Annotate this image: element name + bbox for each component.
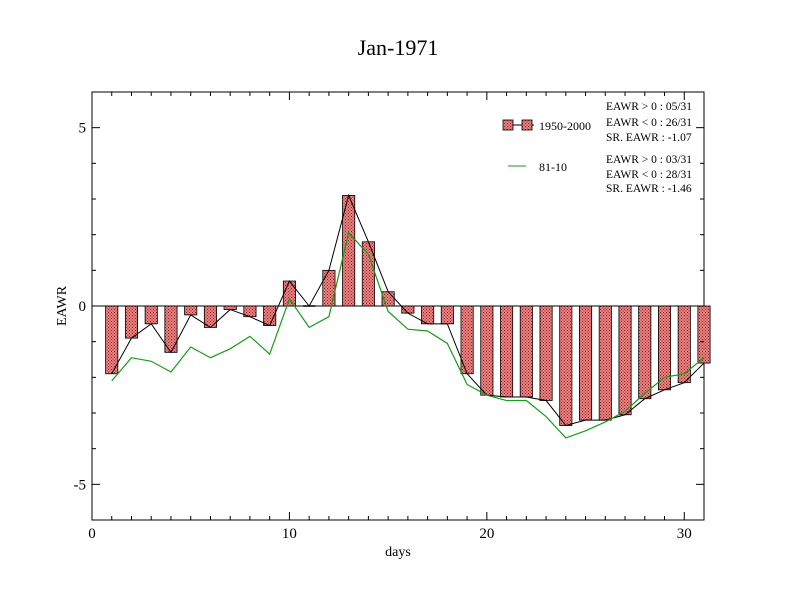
legend: 1950-2000 81-10 EAWR > 0 : 05/31 EAWR < … (502, 101, 692, 195)
stat-1950-2000-negative: EAWR < 0 : 26/31 (606, 117, 692, 129)
bar-day-5 (184, 305, 198, 316)
bar-day-20 (480, 305, 494, 396)
bar-day-1 (105, 305, 119, 375)
stat-81-10-positive: EAWR > 0 : 03/31 (606, 154, 692, 166)
bar-day-25 (579, 305, 593, 421)
x-axis-ticks: 0 10 20 30 (88, 92, 705, 542)
bar-day-30 (677, 305, 691, 384)
x-tick-label-20: 20 (479, 526, 494, 542)
x-tick-label-30: 30 (677, 526, 692, 542)
legend-bar-swatch-left (502, 119, 514, 131)
legend-label-1950-2000: 1950-2000 (539, 119, 591, 133)
bar-day-24 (559, 305, 573, 426)
bar-day-21 (500, 305, 514, 398)
y-tick-label--5: -5 (74, 477, 87, 493)
bar-day-10 (282, 280, 296, 307)
bar-day-18 (440, 305, 454, 325)
legend-bar-swatch-right (521, 119, 533, 131)
line-81-10-polyline (111, 231, 705, 439)
bar-day-7 (223, 305, 237, 310)
bar-day-16 (401, 305, 415, 314)
bar-day-22 (519, 305, 533, 398)
bar-day-23 (539, 305, 553, 401)
x-axis-label: days (385, 545, 411, 560)
bar-day-27 (618, 305, 632, 416)
bar-series-1950-2000 (105, 195, 711, 426)
line-series-81-10 (111, 231, 705, 439)
x-tick-label-10: 10 (282, 526, 297, 542)
bar-outline-polyline (111, 193, 705, 427)
y-axis-ticks: -5 0 5 (74, 91, 704, 521)
bar-day-2 (124, 305, 139, 339)
y-tick-label-0: 0 (79, 299, 87, 315)
bar-day-3 (144, 305, 158, 325)
chart-title: Jan-1971 (358, 35, 439, 60)
legend-label-81-10: 81-10 (539, 160, 567, 174)
stat-81-10-negative: EAWR < 0 : 28/31 (606, 169, 692, 181)
x-tick-label-0: 0 (88, 526, 96, 542)
bar-day-26 (598, 305, 612, 421)
bar-outline-line (111, 193, 705, 427)
bar-day-28 (638, 305, 652, 400)
stat-1950-2000-positive: EAWR > 0 : 05/31 (606, 101, 692, 113)
y-axis-label: EAWR (55, 285, 70, 326)
bar-day-31 (697, 305, 711, 364)
y-tick-label-5: 5 (79, 121, 87, 137)
stat-1950-2000-sr: SR. EAWR : -1.07 (606, 132, 692, 144)
stat-81-10-sr: SR. EAWR : -1.46 (606, 183, 692, 195)
